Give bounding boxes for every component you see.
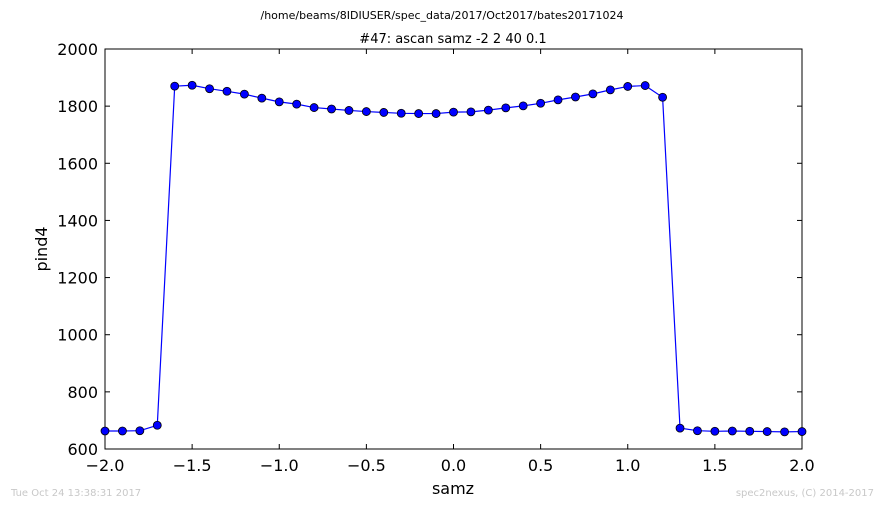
data-point bbox=[623, 82, 633, 91]
data-point bbox=[797, 427, 807, 436]
y-tick-label: 600 bbox=[67, 440, 98, 459]
data-point bbox=[466, 107, 476, 117]
x-tick-label: 0.5 bbox=[528, 456, 553, 475]
x-tick-label: 2.0 bbox=[789, 456, 814, 475]
data-point bbox=[205, 84, 214, 94]
y-tick-label: 1400 bbox=[57, 211, 98, 230]
data-point bbox=[396, 108, 406, 118]
data-point bbox=[274, 97, 284, 107]
data-point bbox=[257, 93, 267, 103]
x-tick-label: −1.0 bbox=[260, 456, 299, 475]
series-line bbox=[105, 84, 803, 433]
data-point bbox=[693, 426, 702, 436]
axis-ticks: −2.0 −1.5 −1.0 −0.5 0.0 0.5 1.0 1.5 2.0 600 800 100… bbox=[57, 40, 814, 475]
x-tick-label: −0.5 bbox=[347, 456, 386, 475]
data-point bbox=[222, 86, 232, 96]
data-point bbox=[344, 106, 354, 115]
data-point bbox=[675, 423, 685, 433]
data-point bbox=[292, 99, 302, 109]
data-point bbox=[361, 107, 371, 116]
series-marks bbox=[100, 80, 807, 437]
x-tick-label: 0.0 bbox=[441, 456, 466, 475]
data-point bbox=[727, 426, 737, 436]
data-point bbox=[431, 109, 441, 118]
y-axis-label: pind4 bbox=[32, 226, 51, 271]
y-tick-label: 1200 bbox=[57, 269, 98, 288]
footer-timestamp: Tue Oct 24 13:38:31 2017 bbox=[11, 488, 142, 499]
data-point bbox=[327, 104, 336, 114]
y-tick-label: 1800 bbox=[57, 97, 98, 116]
y-tick-label: 2000 bbox=[57, 40, 98, 59]
data-point bbox=[745, 426, 755, 436]
chart-title: #47: ascan samz -2 2 40 0.1 bbox=[359, 32, 546, 47]
data-point bbox=[536, 98, 546, 108]
data-point bbox=[553, 95, 563, 105]
data-point bbox=[780, 427, 789, 437]
data-point bbox=[483, 105, 493, 115]
data-point bbox=[152, 420, 162, 430]
y-tick-label: 1600 bbox=[57, 154, 98, 173]
data-point bbox=[518, 101, 528, 111]
data-point bbox=[588, 89, 598, 99]
y-tick-label: 800 bbox=[67, 383, 98, 402]
data-point bbox=[187, 80, 197, 90]
figure-suptitle: /home/beams/8IDIUSER/spec_data/2017/Oct2… bbox=[261, 9, 624, 22]
data-point bbox=[100, 426, 110, 436]
data-point bbox=[571, 92, 580, 102]
data-point bbox=[710, 426, 720, 436]
footer-credit: spec2nexus, (C) 2014-2017 bbox=[735, 488, 874, 499]
x-tick-label: 1.5 bbox=[702, 456, 727, 475]
data-point bbox=[118, 426, 127, 436]
data-point bbox=[239, 89, 249, 99]
data-point bbox=[605, 85, 615, 95]
data-point bbox=[414, 109, 424, 118]
data-point bbox=[501, 103, 511, 113]
data-point bbox=[309, 103, 319, 112]
x-axis-label: samz bbox=[432, 479, 474, 498]
data-point bbox=[640, 81, 650, 90]
data-point bbox=[135, 426, 145, 436]
x-tick-label: 1.0 bbox=[615, 456, 640, 475]
data-point bbox=[658, 92, 667, 102]
data-point bbox=[449, 107, 458, 117]
data-point bbox=[170, 81, 180, 91]
x-tick-label: −1.5 bbox=[173, 456, 212, 475]
y-tick-label: 1000 bbox=[57, 326, 98, 345]
data-point bbox=[762, 427, 772, 436]
data-point bbox=[379, 108, 389, 117]
x-tick-label: −2.0 bbox=[86, 456, 125, 475]
